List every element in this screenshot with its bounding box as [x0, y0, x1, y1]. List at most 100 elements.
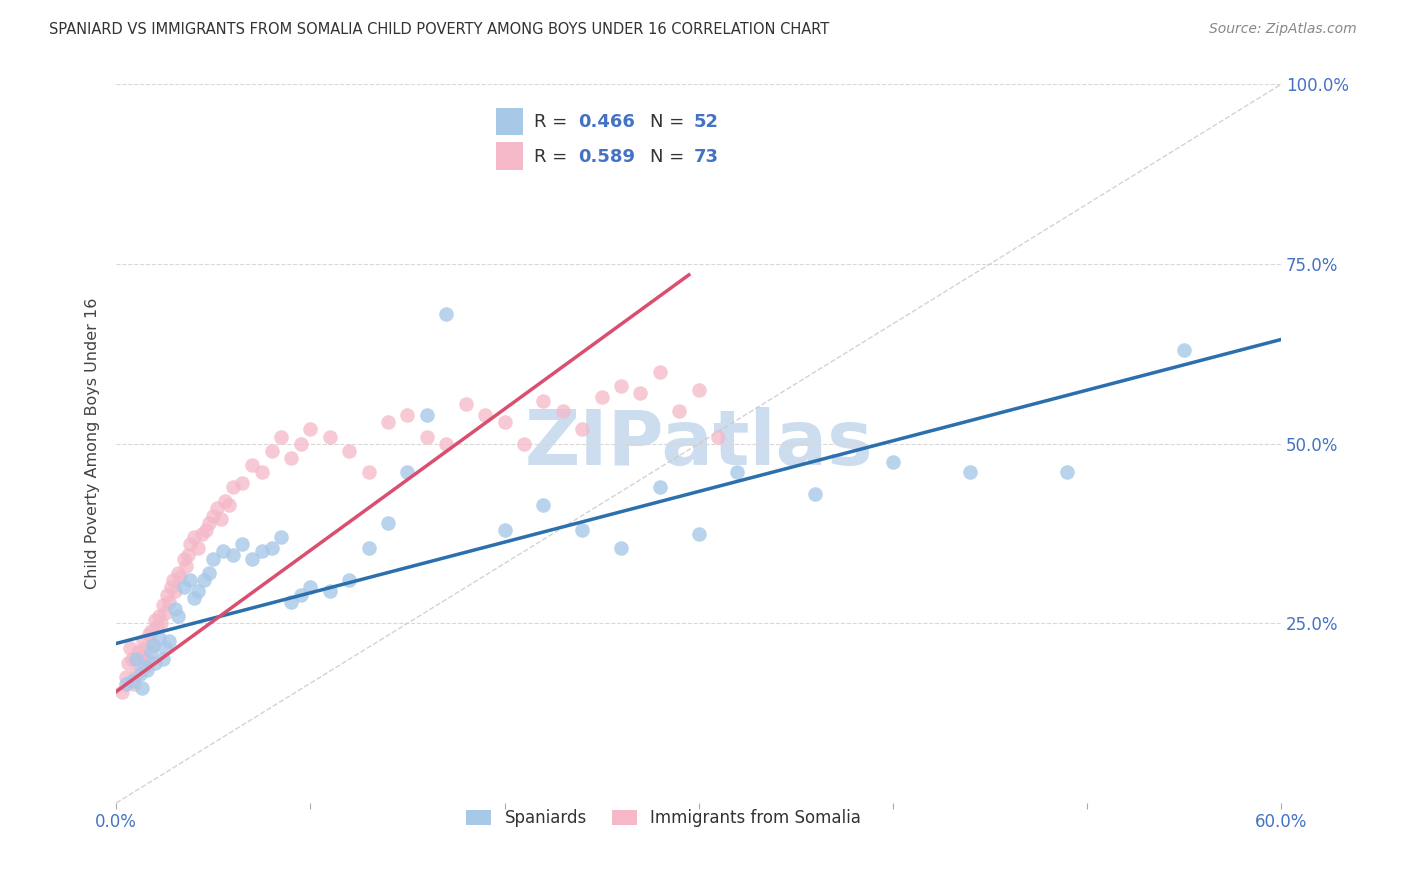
FancyBboxPatch shape — [496, 108, 523, 136]
Point — [1173, 343, 1195, 358]
Point — [179, 573, 201, 587]
Point — [153, 606, 176, 620]
Point — [250, 544, 273, 558]
Point — [142, 638, 165, 652]
Point — [169, 569, 191, 583]
Point — [610, 379, 633, 393]
Point — [202, 508, 225, 523]
FancyBboxPatch shape — [496, 142, 523, 169]
Legend: Spaniards, Immigrants from Somalia: Spaniards, Immigrants from Somalia — [460, 803, 868, 834]
Point — [159, 581, 181, 595]
Point — [143, 656, 166, 670]
Text: 73: 73 — [693, 148, 718, 166]
Point — [190, 526, 212, 541]
Point — [156, 588, 179, 602]
Point — [804, 487, 827, 501]
Point — [416, 429, 439, 443]
Point — [194, 523, 217, 537]
Point — [231, 476, 253, 491]
Point — [131, 648, 153, 663]
Point — [153, 641, 176, 656]
Point — [531, 498, 554, 512]
Point — [357, 541, 380, 555]
Point — [260, 541, 283, 555]
Point — [118, 641, 141, 656]
Point — [218, 498, 240, 512]
Point — [152, 652, 174, 666]
Point — [240, 458, 263, 473]
Point — [115, 677, 138, 691]
Point — [260, 443, 283, 458]
Point — [179, 537, 201, 551]
Point — [183, 591, 205, 606]
Point — [416, 408, 439, 422]
Point — [377, 516, 399, 530]
Point — [531, 393, 554, 408]
Point — [725, 466, 748, 480]
Point — [212, 544, 235, 558]
Point — [163, 602, 186, 616]
Point — [299, 581, 322, 595]
Point — [648, 365, 671, 379]
Point — [183, 530, 205, 544]
Point — [280, 451, 302, 466]
Point — [127, 645, 149, 659]
Point — [117, 656, 139, 670]
Point — [290, 588, 312, 602]
Point — [125, 666, 148, 681]
Point — [222, 548, 245, 562]
Point — [610, 541, 633, 555]
Point — [688, 526, 710, 541]
Point — [122, 677, 145, 691]
Point — [148, 631, 170, 645]
Point — [198, 566, 221, 580]
Point — [125, 652, 148, 666]
Point — [111, 684, 134, 698]
Point — [214, 494, 236, 508]
Point — [149, 616, 172, 631]
Point — [187, 541, 209, 555]
Point — [174, 558, 197, 573]
Text: N =: N = — [650, 113, 689, 131]
Point — [474, 408, 496, 422]
Point — [202, 551, 225, 566]
Point — [134, 659, 156, 673]
Text: 52: 52 — [693, 113, 718, 131]
Text: R =: R = — [534, 148, 574, 166]
Point — [707, 429, 730, 443]
Point — [1056, 466, 1078, 480]
Point — [882, 455, 904, 469]
Point — [688, 383, 710, 397]
Text: Source: ZipAtlas.com: Source: ZipAtlas.com — [1209, 22, 1357, 37]
Point — [396, 408, 419, 422]
Point — [198, 516, 221, 530]
Point — [319, 584, 342, 599]
Point — [668, 404, 690, 418]
Point — [240, 551, 263, 566]
Point — [162, 573, 184, 587]
Point — [167, 566, 190, 580]
Point — [138, 627, 160, 641]
Point — [280, 595, 302, 609]
Point — [571, 523, 593, 537]
Point — [157, 595, 180, 609]
Point — [513, 436, 536, 450]
Point — [193, 573, 215, 587]
Point — [163, 584, 186, 599]
Point — [143, 613, 166, 627]
Point — [591, 390, 613, 404]
Point — [454, 397, 477, 411]
Point — [290, 436, 312, 450]
Point — [337, 443, 360, 458]
Point — [152, 599, 174, 613]
Point — [146, 620, 169, 634]
Point — [551, 404, 574, 418]
Point — [250, 466, 273, 480]
Point — [177, 548, 200, 562]
Text: SPANIARD VS IMMIGRANTS FROM SOMALIA CHILD POVERTY AMONG BOYS UNDER 16 CORRELATIO: SPANIARD VS IMMIGRANTS FROM SOMALIA CHIL… — [49, 22, 830, 37]
Point — [148, 609, 170, 624]
Point — [136, 663, 159, 677]
Point — [142, 638, 165, 652]
Point — [187, 584, 209, 599]
Text: R =: R = — [534, 113, 574, 131]
